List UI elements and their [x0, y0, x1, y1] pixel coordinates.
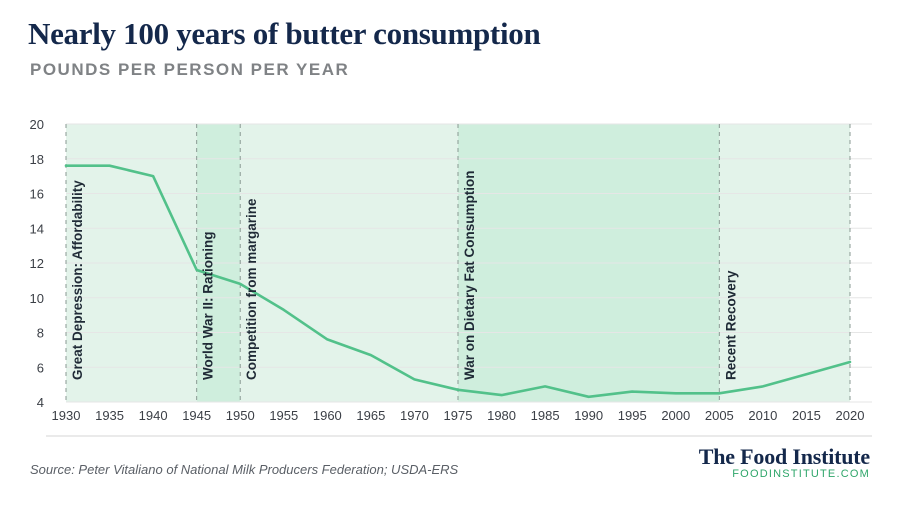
period-annotation: Recent Recovery — [723, 270, 738, 380]
source-note: Source: Peter Vitaliano of National Milk… — [30, 462, 459, 477]
x-tick-label: 1930 — [52, 408, 81, 423]
x-tick-label: 1955 — [269, 408, 298, 423]
x-tick-label: 1960 — [313, 408, 342, 423]
period-annotation: War on Dietary Fat Consumption — [462, 170, 477, 380]
chart-subtitle: POUNDS PER PERSON PER YEAR — [30, 60, 350, 79]
y-axis: 4 6 8 10 12 14 16 18 20 — [30, 117, 44, 410]
y-tick-label: 16 — [30, 187, 44, 202]
brand-logo: The Food Institute FOODINSTITUTE.COM — [699, 444, 870, 480]
period-annotation: Great Depression: Affordability — [70, 180, 85, 380]
period-annotations: Great Depression: Affordability World War… — [70, 170, 738, 380]
y-tick-label: 10 — [30, 291, 44, 306]
x-tick-label: 2015 — [792, 408, 821, 423]
x-tick-label: 1940 — [139, 408, 168, 423]
series-line — [64, 164, 852, 399]
x-tick-label: 1945 — [182, 408, 211, 423]
x-tick-label: 1990 — [574, 408, 603, 423]
x-tick-label: 1985 — [531, 408, 560, 423]
x-tick-label: 1965 — [356, 408, 385, 423]
x-tick-label: 2005 — [705, 408, 734, 423]
y-tick-label: 6 — [37, 360, 44, 375]
butter-consumption-chart: Great Depression: Affordability World War… — [30, 117, 872, 437]
x-tick-label: 1975 — [444, 408, 473, 423]
x-tick-label: 1950 — [226, 408, 255, 423]
x-tick-label: 1935 — [95, 408, 124, 423]
period-dividers — [65, 124, 851, 402]
x-tick-label: 2000 — [661, 408, 690, 423]
x-tick-label: 1970 — [400, 408, 429, 423]
x-tick-label: 2010 — [748, 408, 777, 423]
data-series — [64, 164, 852, 399]
y-tick-label: 12 — [30, 256, 44, 271]
x-tick-label: 1995 — [618, 408, 647, 423]
period-annotation: World War II: Rationing — [201, 231, 216, 380]
x-tick-label: 1980 — [487, 408, 516, 423]
grid-lines — [66, 123, 872, 403]
y-tick-label: 8 — [37, 326, 44, 341]
brand-name: The Food Institute — [698, 444, 870, 469]
y-tick-label: 20 — [30, 117, 44, 132]
y-tick-label: 18 — [30, 152, 44, 167]
chart-title: Nearly 100 years of butter consumption — [28, 16, 541, 51]
y-tick-label: 4 — [37, 395, 44, 410]
period-annotation: Competition from margarine — [244, 198, 259, 380]
y-tick-label: 14 — [30, 221, 44, 236]
x-axis: 1930 1935 1940 1945 1950 1955 1960 1965 1970 1975… — [46, 408, 872, 437]
x-tick-label: 2020 — [836, 408, 865, 423]
brand-url: FOODINSTITUTE.COM — [732, 468, 870, 480]
